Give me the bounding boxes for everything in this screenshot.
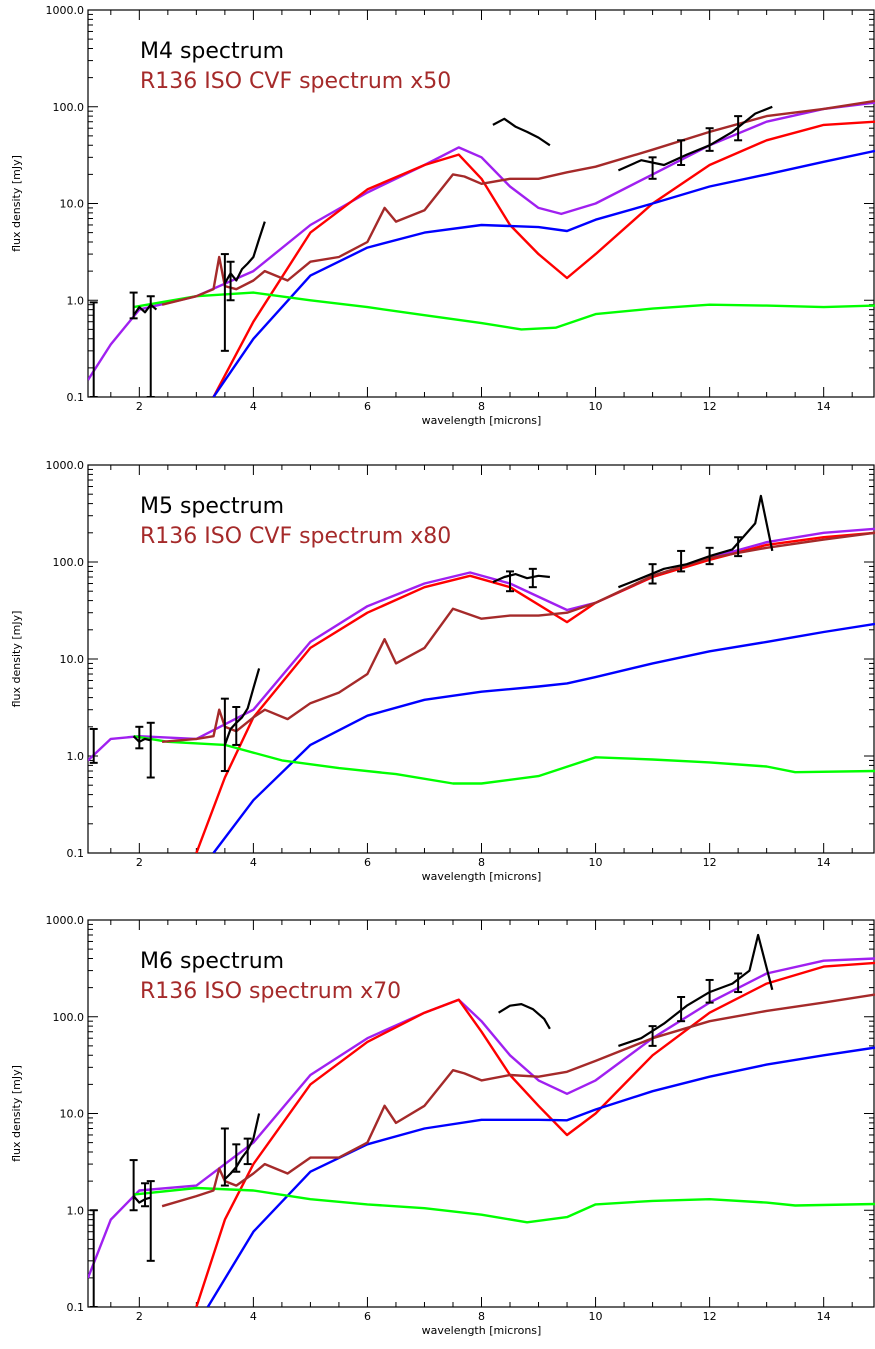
x-tick-label: 12 [703,400,717,413]
y-tick-label: 1.0 [67,294,85,307]
series-line-7 [492,117,551,147]
series-line-3 [133,291,875,331]
x-axis-label: wavelength [microns] [422,414,542,427]
series-line-4 [161,993,875,1208]
y-tick-label: 1000.0 [46,459,85,472]
y-tick-label: 10.0 [60,653,85,666]
x-tick-label: 12 [703,856,717,869]
x-tick-label: 10 [589,856,603,869]
series-line-2 [206,1046,875,1307]
y-tick-label: 0.1 [67,1301,85,1314]
legend-entry-m6-0: M6 spectrum [140,949,284,974]
x-tick-label: 4 [250,400,257,413]
x-tick-label: 8 [478,1310,485,1323]
series-line-8 [618,933,774,1047]
x-tick-label: 2 [136,1310,143,1323]
series-line-0 [88,957,875,1279]
legend-entry-m4-0: M4 spectrum [140,39,284,64]
x-tick-label: 6 [364,1310,371,1323]
series-line-2 [212,149,875,397]
x-tick-label: 14 [817,400,831,413]
series-line-0 [88,527,875,762]
y-axis-label: flux density [mJy] [10,1065,23,1162]
chart-panel-m6: 2 4 6 8 10 12 14 0.1 1.0 10.0 100.0 1000.0 wavelengt… [10,914,875,1337]
legend-entry-m5-1: R136 ISO CVF spectrum x80 [140,524,451,549]
y-axis-label: flux density [mJy] [10,155,23,252]
series-line-7 [492,572,551,584]
x-tick-label: 10 [589,1310,603,1323]
series-line-5 [132,303,158,316]
x-tick-label: 14 [817,856,831,869]
x-tick-label: 2 [136,856,143,869]
x-tick-label: 4 [250,1310,257,1323]
y-tick-label: 10.0 [60,198,85,211]
series-line-4 [161,99,875,306]
y-tick-label: 100.0 [53,556,85,569]
x-tick-label: 10 [589,400,603,413]
y-tick-label: 0.1 [67,847,85,860]
y-tick-label: 100.0 [53,101,85,114]
series-line-2 [212,622,875,853]
series-line-8 [617,494,774,589]
series-line-3 [133,1186,875,1224]
series-line-1 [195,531,875,853]
x-axis-label: wavelength [microns] [422,1324,542,1337]
y-tick-label: 1.0 [67,750,85,763]
series-line-6 [224,1113,261,1180]
chart-panel-m5: 2 4 6 8 10 12 14 0.1 1.0 10.0 100.0 1000.0 wavelengt… [10,459,875,883]
series-line-3 [133,735,875,785]
legend-entry-m5-0: M5 spectrum [140,494,284,519]
series-line-1 [195,961,875,1307]
series-line-4 [161,531,875,743]
series-line-5 [132,1195,151,1204]
y-axis-label: flux density [mJy] [10,611,23,708]
y-tick-label: 1000.0 [46,914,85,927]
plot-data [88,99,875,397]
plot-data [88,494,875,853]
y-tick-label: 0.1 [67,391,85,404]
x-tick-label: 14 [817,1310,831,1323]
y-tick-label: 1.0 [67,1204,85,1217]
y-tick-label: 10.0 [60,1108,85,1121]
x-tick-label: 4 [250,856,257,869]
x-tick-label: 12 [703,1310,717,1323]
chart-panel-m4: 2 4 6 8 10 12 14 0.1 1.0 10.0 100.0 1000.0 wavelengt… [10,4,875,427]
x-tick-label: 6 [364,856,371,869]
series-line-5 [132,735,151,743]
plot-data [88,933,875,1307]
series-line-8 [617,105,773,172]
series-line-6 [223,668,261,746]
x-tick-label: 8 [478,856,485,869]
legend-entry-m4-1: R136 ISO CVF spectrum x50 [140,69,451,94]
legend-entry-m6-1: R136 ISO spectrum x70 [140,979,401,1004]
series-line-1 [212,120,875,397]
y-tick-label: 1000.0 [46,4,85,17]
y-tick-label: 100.0 [53,1011,85,1024]
x-tick-label: 8 [478,400,485,413]
x-axis-label: wavelength [microns] [422,870,542,883]
series-line-7 [498,1002,551,1030]
x-tick-label: 2 [136,400,143,413]
x-tick-label: 6 [364,400,371,413]
